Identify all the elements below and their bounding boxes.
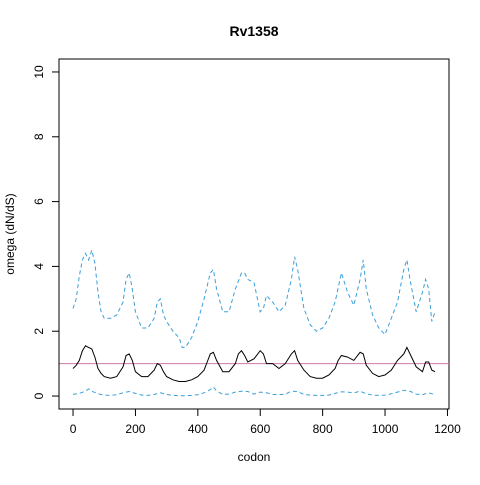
y-axis: 0 2 4 6 8 10	[32, 65, 60, 399]
plot-frame	[58, 58, 450, 410]
plot-area	[59, 248, 449, 397]
y-tick-label: 4	[32, 263, 46, 270]
x-axis: 0 200 400 600 800 1000 1200	[70, 408, 461, 436]
x-tick-label: 1200	[434, 422, 461, 436]
y-tick-label: 6	[32, 198, 46, 205]
series-line-lower-bound	[72, 386, 436, 397]
y-axis-label: omega (dN/dS)	[3, 193, 17, 274]
x-tick-label: 800	[313, 422, 333, 436]
x-tick-label: 600	[250, 422, 270, 436]
y-tick-label: 0	[32, 392, 46, 399]
x-axis-label: codon	[238, 450, 271, 464]
series-line-upper-bound	[72, 248, 436, 348]
chart-title: Rv1358	[229, 23, 278, 39]
y-tick-label: 2	[32, 328, 46, 335]
y-tick-label: 10	[32, 65, 46, 79]
y-tick-label: 8	[32, 133, 46, 140]
x-tick-label: 200	[125, 422, 145, 436]
x-tick-label: 1000	[372, 422, 399, 436]
series-line-estimate	[72, 345, 436, 382]
x-tick-label: 0	[70, 422, 77, 436]
x-tick-label: 400	[188, 422, 208, 436]
